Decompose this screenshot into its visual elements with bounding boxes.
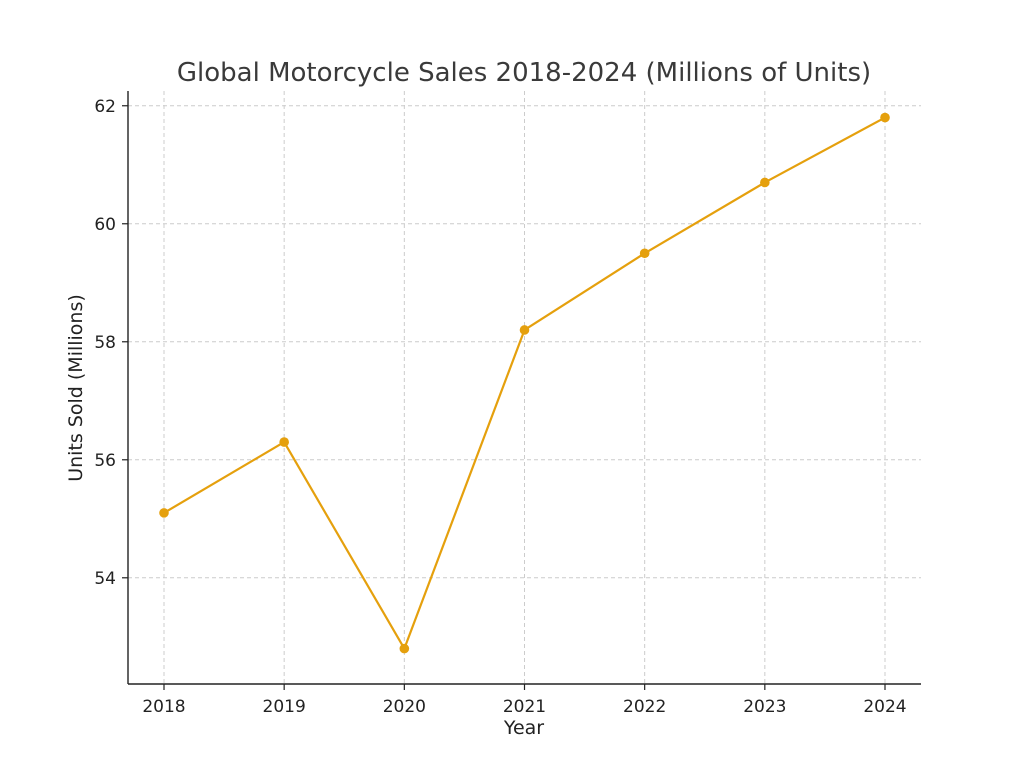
data-point-2018	[159, 508, 169, 518]
x-tick-label: 2022	[623, 697, 666, 717]
data-point-2022	[639, 248, 650, 259]
data-point-2021	[519, 325, 530, 335]
y-tick-label: 54	[94, 569, 116, 589]
data-point-2019	[279, 437, 289, 447]
x-tick-label: 2018	[142, 697, 185, 717]
grid-layer	[128, 91, 921, 684]
x-tick-label: 2021	[503, 697, 546, 717]
y-tick-label: 60	[94, 215, 116, 235]
series-layer	[159, 112, 890, 654]
y-tick-label: 58	[94, 333, 116, 353]
y-tick-label: 56	[94, 451, 116, 471]
x-tick-label: 2023	[743, 697, 786, 717]
y-axis-label: Units Sold (Millions)	[65, 294, 87, 482]
data-point-2020	[399, 643, 410, 654]
y-tick-label: 62	[94, 97, 116, 117]
x-tick-label: 2020	[383, 697, 426, 717]
data-point-2023	[760, 177, 770, 188]
ticks-layer: 2018 2019 2020 2021 2022 2023 2024 54 56 58 60 62	[94, 97, 906, 717]
x-tick-label: 2024	[863, 697, 906, 717]
x-axis-label: Year	[503, 717, 544, 739]
x-tick-label: 2019	[263, 697, 306, 717]
chart-title: Global Motorcycle Sales 2018-2024 (Milli…	[177, 58, 871, 88]
data-point-2024	[880, 112, 890, 123]
